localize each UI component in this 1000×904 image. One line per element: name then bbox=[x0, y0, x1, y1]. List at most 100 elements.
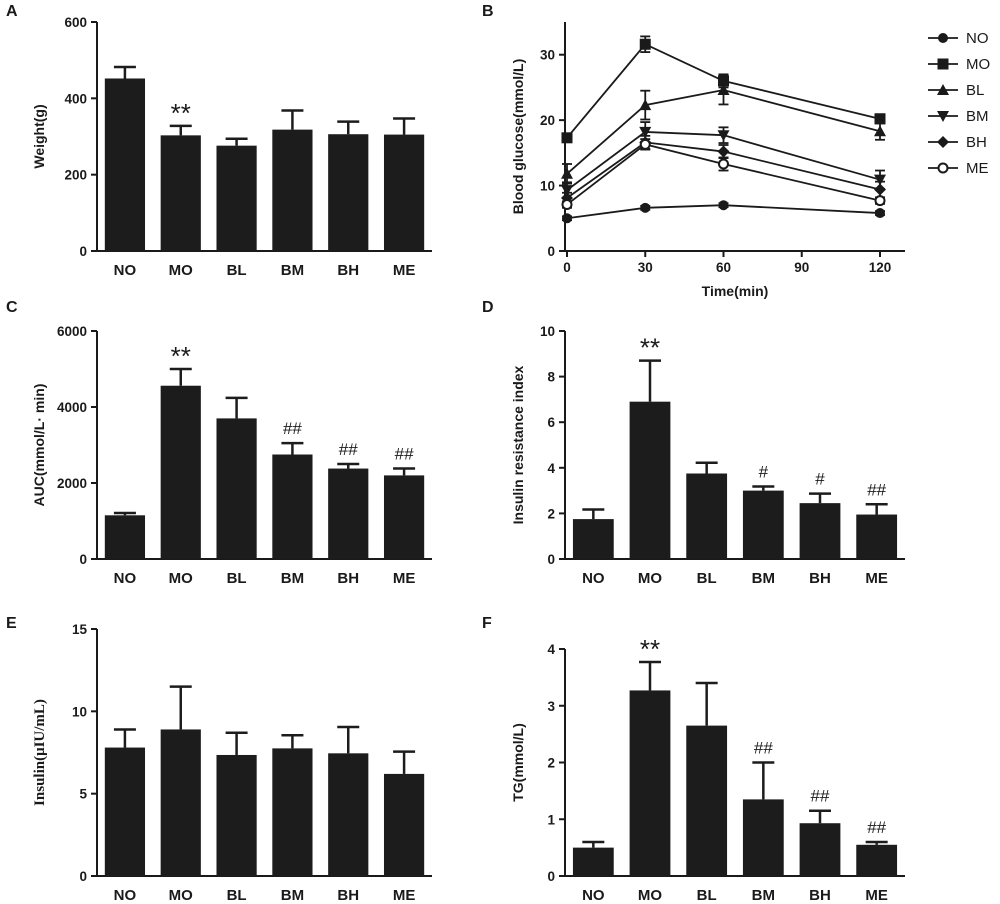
bar-A-NO bbox=[104, 78, 146, 251]
significance-mark-F-MO: ** bbox=[640, 634, 660, 664]
x-tick-label-A: NO bbox=[114, 262, 137, 279]
x-tick-label-D: MO bbox=[638, 570, 662, 587]
legend-marker-BH bbox=[937, 136, 949, 148]
series-line-BM bbox=[566, 131, 881, 191]
x-tick-label-F: BH bbox=[809, 887, 831, 904]
panel-letter-A: A bbox=[6, 3, 18, 20]
x-tick-label-D: BM bbox=[752, 570, 775, 587]
y-tick-label-B: 20 bbox=[540, 113, 555, 128]
x-tick-label-F: NO bbox=[582, 887, 605, 904]
data-point-BL bbox=[561, 167, 573, 179]
legend-label-ME: ME bbox=[966, 160, 989, 177]
y-tick-label-E: 0 bbox=[79, 869, 87, 884]
legend-marker-BM bbox=[937, 111, 949, 122]
bar-F-BL bbox=[686, 725, 728, 876]
significance-mark-F-ME: ## bbox=[867, 818, 886, 837]
legend-label-MO: MO bbox=[966, 56, 990, 73]
x-tick-label-E: BM bbox=[281, 887, 304, 904]
x-tick-label-C: ME bbox=[393, 570, 416, 587]
significance-mark-C-BM: ## bbox=[283, 419, 302, 438]
y-axis-title-C: AUC(mmol/L· min) bbox=[31, 384, 47, 507]
data-point-BM bbox=[561, 185, 573, 197]
y-tick-label-D: 6 bbox=[547, 415, 555, 430]
y-tick-label-B: 0 bbox=[547, 244, 555, 259]
y-tick-label-F: 0 bbox=[547, 869, 555, 884]
y-tick-label-F: 3 bbox=[547, 699, 555, 714]
x-tick-label-B: 120 bbox=[869, 260, 892, 275]
x-tick-label-F: BL bbox=[697, 887, 717, 904]
y-tick-label-B: 10 bbox=[540, 179, 555, 194]
data-point-BL bbox=[874, 125, 886, 137]
y-tick-label-F: 1 bbox=[547, 812, 555, 827]
data-point-NO bbox=[640, 202, 651, 213]
bar-D-MO bbox=[629, 401, 671, 559]
x-tick-label-A: MO bbox=[169, 262, 193, 279]
significance-mark-C-MO: ** bbox=[171, 341, 191, 371]
bar-D-ME bbox=[856, 514, 898, 559]
data-point-BL bbox=[717, 84, 730, 96]
data-point-ME bbox=[874, 195, 886, 207]
series-line-ME bbox=[566, 143, 881, 206]
y-tick-label-A: 0 bbox=[79, 244, 87, 259]
x-tick-label-F: MO bbox=[638, 887, 662, 904]
bar-C-ME bbox=[383, 475, 425, 559]
x-tick-label-C: NO bbox=[114, 570, 137, 587]
bar-E-BH bbox=[328, 753, 369, 876]
panel-letter-F: F bbox=[482, 615, 492, 632]
x-tick-label-D: BH bbox=[809, 570, 831, 587]
panel-letter-C: C bbox=[6, 299, 18, 316]
y-axis-title-B: Blood glucose(mmol/L) bbox=[510, 59, 526, 215]
x-tick-label-C: MO bbox=[169, 570, 193, 587]
data-point-BH bbox=[717, 145, 730, 158]
data-point-MO bbox=[874, 113, 886, 125]
x-tick-label-E: MO bbox=[169, 887, 193, 904]
y-tick-label-D: 2 bbox=[547, 506, 555, 521]
x-tick-label-E: NO bbox=[114, 887, 137, 904]
x-tick-label-E: BH bbox=[337, 887, 359, 904]
bar-A-BM bbox=[272, 129, 313, 251]
y-tick-label-D: 8 bbox=[547, 370, 555, 385]
significance-mark-D-ME: ## bbox=[867, 480, 886, 499]
x-tick-label-B: 60 bbox=[716, 260, 731, 275]
x-tick-label-C: BH bbox=[337, 570, 359, 587]
x-axis-title-B: Time(min) bbox=[702, 283, 769, 299]
y-tick-label-C: 6000 bbox=[57, 324, 87, 339]
bar-A-BH bbox=[328, 134, 369, 251]
data-point-ME bbox=[561, 199, 573, 211]
y-tick-label-D: 0 bbox=[547, 552, 555, 567]
y-tick-label-A: 600 bbox=[64, 15, 87, 30]
x-tick-label-B: 30 bbox=[638, 260, 653, 275]
data-point-NO bbox=[718, 200, 729, 211]
x-tick-label-A: BH bbox=[337, 262, 359, 279]
bar-C-NO bbox=[104, 515, 146, 559]
significance-mark-D-BH: # bbox=[815, 470, 825, 489]
y-axis-title-A: Weight(g) bbox=[31, 104, 47, 168]
data-point-ME bbox=[718, 158, 729, 170]
legend-marker-NO bbox=[938, 33, 948, 43]
significance-mark-D-BM: # bbox=[759, 462, 769, 481]
y-tick-label-B: 30 bbox=[540, 48, 555, 63]
data-point-NO bbox=[875, 208, 885, 219]
bar-E-NO bbox=[104, 747, 146, 876]
bar-C-MO bbox=[160, 385, 201, 559]
y-tick-label-F: 4 bbox=[547, 642, 555, 657]
legend-label-BL: BL bbox=[966, 82, 984, 99]
x-tick-label-A: ME bbox=[393, 262, 416, 279]
bar-D-NO bbox=[572, 519, 614, 559]
panel-letter-E: E bbox=[6, 615, 17, 632]
x-tick-label-F: ME bbox=[865, 887, 888, 904]
bar-D-BH bbox=[799, 503, 841, 559]
x-tick-label-B: 90 bbox=[794, 260, 809, 275]
x-tick-label-B: 0 bbox=[563, 260, 571, 275]
bar-C-BM bbox=[272, 454, 313, 559]
data-point-BM bbox=[874, 174, 886, 186]
y-tick-label-E: 15 bbox=[72, 622, 88, 637]
series-line-BH bbox=[566, 141, 881, 199]
x-tick-label-C: BM bbox=[281, 570, 304, 587]
legend-label-NO: NO bbox=[966, 30, 989, 47]
bar-D-BM bbox=[742, 490, 784, 559]
bar-A-ME bbox=[383, 134, 425, 251]
y-tick-label-E: 10 bbox=[72, 704, 87, 719]
x-tick-label-F: BM bbox=[752, 887, 775, 904]
